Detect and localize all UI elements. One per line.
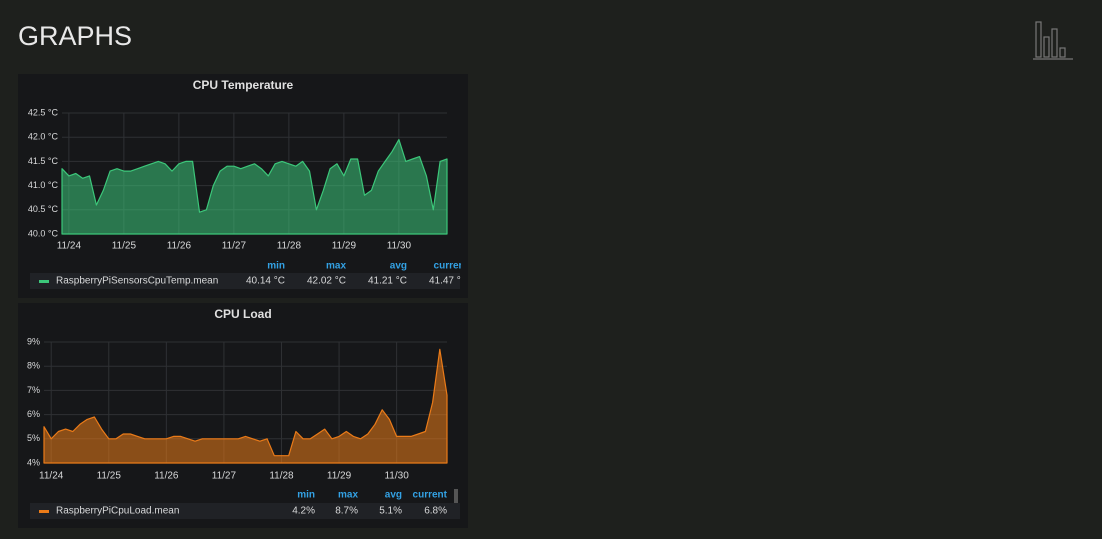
x-tick-label: 11/25 [112,241,137,252]
x-tick-label: 11/30 [387,241,412,252]
panel-title: CPU Temperature [193,78,294,92]
x-tick-label: 11/25 [97,471,122,482]
x-tick-label: 11/24 [57,241,82,252]
panel-content: CPU Load 4% 5% 6% 7% 8% 9% 11/24 11/25 11/26 11/27… [27,307,460,519]
panel [18,303,468,528]
y-tick-label: 40.5 °C [28,204,59,214]
y-tick-label: 8% [27,361,40,371]
legend-row [30,273,460,289]
legend-stat: 4.2% [292,506,315,517]
x-tick-label: 11/26 [154,471,179,482]
legend-series-name: RaspberryPiSensorsCpuTemp.mean [56,276,218,287]
legend-stat: 42.02 °C [307,276,346,287]
legend-column-header: max [326,261,346,272]
page-title: GRAPHS [18,21,132,51]
x-tick-label: 11/29 [332,241,357,252]
panel-title: CPU Load [214,307,271,321]
y-tick-label: 41.5 °C [28,156,59,166]
legend-row [30,503,460,519]
y-tick-label: 5% [27,433,40,443]
legend-column-header: min [297,490,315,501]
legend-stat: 40.14 °C [246,276,285,287]
legend-column-header: current [413,490,448,501]
graph-icon[interactable] [1033,21,1073,60]
x-tick-label: 11/27 [212,471,237,482]
y-tick-label: 41.0 °C [28,180,59,190]
y-tick-label: 4% [27,457,40,467]
legend-stat: 41.21 °C [368,276,407,287]
legend-swatch [39,280,49,283]
area-series [43,348,448,464]
panel-content: CPU Temperature 40.0 °C 40.5 °C 41.0 °C 41.5… [28,78,469,289]
x-tick-label: 11/27 [222,241,247,252]
legend-series-name: RaspberryPiCpuLoad.mean [56,506,179,517]
y-tick-label: 40.0 °C [28,228,59,238]
y-tick-label: 42.5 °C [28,107,59,117]
y-tick-label: 7% [27,385,40,395]
legend-column-header: avg [385,490,402,501]
legend-column-header: min [267,261,285,272]
x-tick-label: 11/30 [384,471,409,482]
y-tick-label: 6% [27,409,40,419]
x-tick-label: 11/29 [327,471,352,482]
legend-stat: 41.47 °C [429,276,468,287]
legend-swatch [39,510,49,513]
legend-stat: 5.1% [379,506,402,517]
legend-stat: 6.8% [424,506,447,517]
x-tick-label: 11/28 [269,471,294,482]
x-tick-label: 11/24 [39,471,64,482]
y-tick-label: 42.0 °C [28,132,59,142]
legend-column-header: max [338,490,358,501]
x-tick-label: 11/26 [167,241,192,252]
legend-stat: 8.7% [335,506,358,517]
area-series [61,139,448,235]
y-tick-label: 9% [27,336,40,346]
legend-column-header: current [434,261,469,272]
x-tick-label: 11/28 [277,241,302,252]
legend-column-header: avg [390,261,407,272]
